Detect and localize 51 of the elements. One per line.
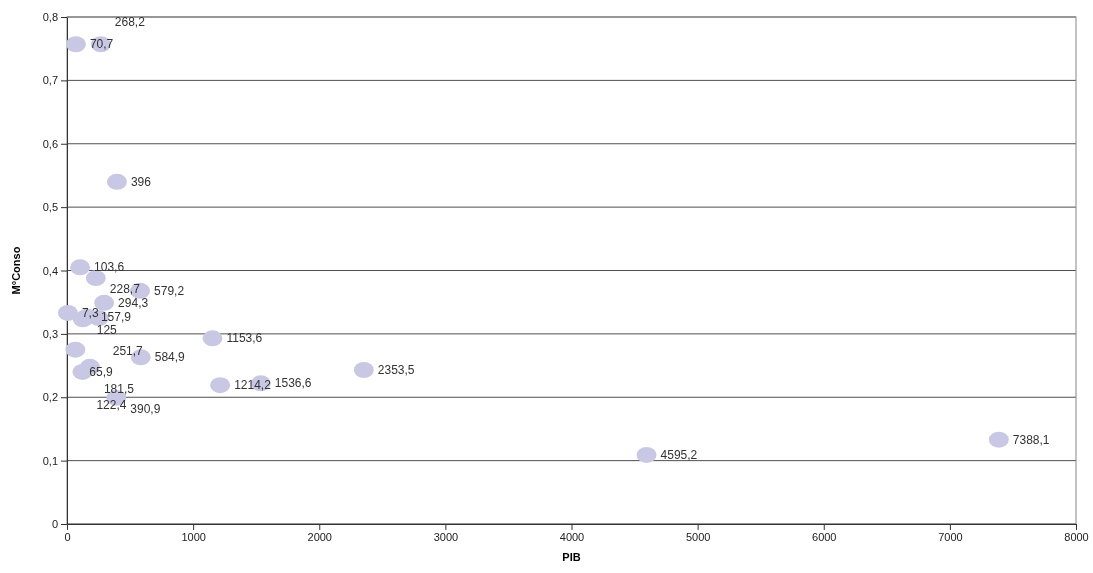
point xyxy=(202,330,223,347)
y-tick-label: 0,2 xyxy=(42,391,58,404)
y-tick-label: 0 xyxy=(51,518,58,531)
x-axis-title: PIB xyxy=(562,551,581,563)
annotation: 390,9 xyxy=(130,401,161,416)
annotation: 396 xyxy=(130,174,152,189)
annotation: 251,7 xyxy=(112,344,144,359)
annotation: 2353,5 xyxy=(377,363,415,377)
annotation: 268,2 xyxy=(114,15,146,30)
point xyxy=(988,431,1009,448)
annotation: 294,3 xyxy=(118,295,149,310)
annotation: 579,2 xyxy=(154,283,185,298)
y-tick-label: 0,4 xyxy=(42,264,58,277)
annotation: 125 xyxy=(96,323,118,338)
x-tick-label: 1000 xyxy=(181,530,206,543)
point xyxy=(353,362,374,378)
annotation: 181,5 xyxy=(103,381,135,396)
x-tick-label: 5000 xyxy=(685,530,711,543)
y-axis-title: M°Conso xyxy=(10,246,22,295)
annotation: 122,4 xyxy=(96,397,127,412)
point xyxy=(57,305,78,321)
annotation: 1214,2 xyxy=(234,378,272,393)
x-tick-label: 6000 xyxy=(812,530,837,543)
x-tick-label: 0 xyxy=(64,530,71,543)
x-tick-label: 4000 xyxy=(559,530,585,543)
annotation: 1536,6 xyxy=(274,376,312,391)
point xyxy=(210,377,231,394)
y-tick-label: 0,7 xyxy=(42,74,58,87)
x-tick-label: 8000 xyxy=(1064,530,1089,543)
point xyxy=(636,446,657,463)
point xyxy=(70,259,91,276)
y-tick-label: 0,8 xyxy=(42,11,58,24)
x-tick-label: 3000 xyxy=(433,530,459,543)
annotation: 65,9 xyxy=(89,364,113,379)
y-tick-label: 0,3 xyxy=(42,327,58,340)
annotation: 7388,1 xyxy=(1012,432,1050,447)
x-tick-label: 2000 xyxy=(307,530,332,543)
point xyxy=(106,173,127,190)
annotation: 584,9 xyxy=(154,350,186,365)
y-tick-label: 0,1 xyxy=(42,454,58,467)
x-tick-label: 7000 xyxy=(938,530,963,543)
annotation: 4595,2 xyxy=(660,447,698,462)
annotation: 157,9 xyxy=(100,309,132,324)
point xyxy=(65,341,86,358)
annotation: 70,7 xyxy=(89,37,114,52)
annotation: 228,7 xyxy=(109,282,141,297)
y-tick-label: 0,6 xyxy=(42,137,58,150)
annotation: 7,3 xyxy=(81,305,99,320)
y-tick-label: 0,5 xyxy=(42,201,58,214)
point xyxy=(65,36,86,53)
annotation: 1153,6 xyxy=(226,331,263,346)
